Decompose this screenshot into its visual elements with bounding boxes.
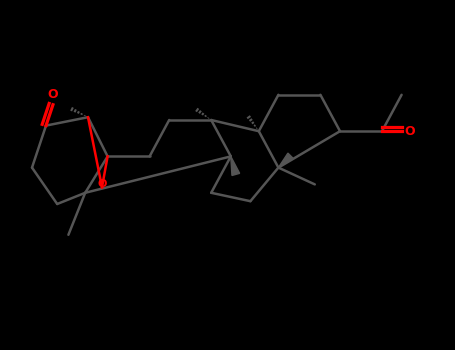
Polygon shape	[278, 153, 293, 168]
Text: O: O	[404, 125, 415, 138]
Text: O: O	[97, 179, 106, 189]
Polygon shape	[231, 156, 240, 175]
Text: O: O	[48, 88, 58, 101]
